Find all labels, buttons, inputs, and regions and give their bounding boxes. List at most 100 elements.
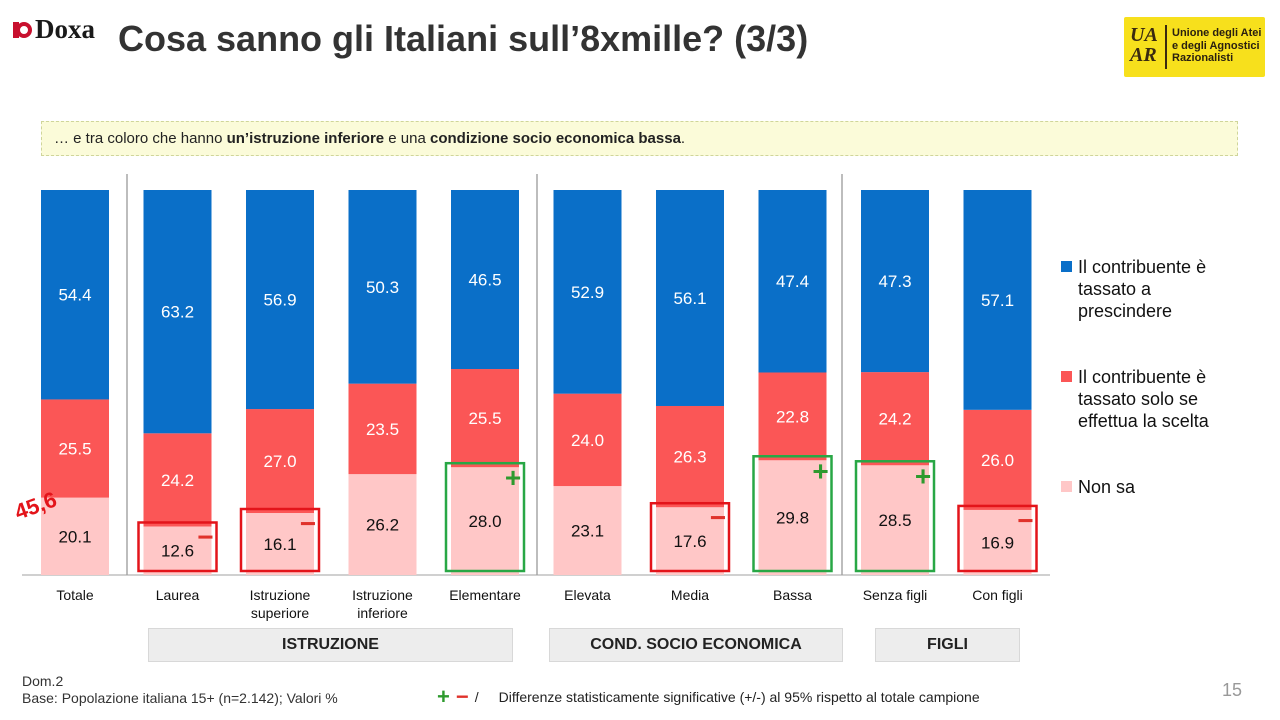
category-label: Senza figli [863,587,928,603]
footer-significance-legend: + − / Differenze statisticamente signifi… [437,684,980,709]
legend-swatch-red [1061,371,1072,382]
data-label: 26.0 [981,451,1014,470]
data-label: 54.4 [58,286,91,305]
data-label: 28.0 [468,512,501,531]
bar-segment [41,497,109,575]
bar-segment [553,486,622,575]
bar-segment [246,513,314,575]
data-label: 56.9 [263,291,296,310]
group-cond-socio-economica: COND. SOCIO ECONOMICA [549,628,843,662]
category-label: inferiore [357,605,408,621]
bar-segment [348,383,417,475]
data-label: 24.2 [878,410,911,429]
bar-segment [553,190,622,394]
data-label: 26.3 [673,448,706,467]
plus-icon: + [437,684,450,709]
legend-label-blue: Il contribuente è tassato a prescindere [1078,257,1207,321]
data-label: 24.0 [571,431,604,450]
data-label: 23.1 [571,522,604,541]
category-label: Istruzione [352,587,413,603]
uaar-logo-name: Unione degli Atei e degli Agnostici Razi… [1172,27,1262,64]
bar-segment [861,372,929,466]
bar-segment [861,190,929,373]
significance-box [752,455,833,573]
bar-segment [451,369,519,468]
plus-icon: + [505,462,521,493]
legend-item-red: Il contribuente è tassato solo se effett… [1061,366,1248,432]
data-label: 63.2 [161,303,194,322]
data-label: 20.1 [58,527,91,546]
uaar-logo-letters: UA AR [1130,24,1158,66]
data-label: 12.6 [161,542,194,561]
bar-segment [963,190,1032,410]
data-label: 29.8 [776,509,809,528]
page-title: Cosa sanno gli Italiani sull’8xmille? (3… [118,18,809,59]
group-figli: FIGLI [875,628,1020,662]
data-label: 46.5 [468,271,501,290]
subtitle-text: … e tra coloro che hanno un’istruzione i… [54,130,686,147]
minus-icon: − [1017,505,1033,536]
data-label: 22.8 [776,407,809,426]
uaar-logo: UA AR Unione degli Atei e degli Agnostic… [1124,17,1265,77]
minus-icon: − [455,684,469,709]
data-label: 26.2 [366,516,399,535]
plus-icon: + [915,460,931,491]
data-label: 25.5 [58,440,91,459]
legend-swatch-blue [1061,261,1072,272]
significance-box [957,504,1038,573]
bar-segment [143,190,212,434]
footer-base: Base: Popolazione italiana 15+ (n=2.142)… [22,690,338,706]
data-label: 47.3 [878,272,911,291]
bar-segment [246,409,314,514]
data-label: 16.9 [981,533,1014,552]
footer-question-ref: Dom.2 [22,673,64,689]
significance-box [444,461,526,573]
data-label: 50.3 [366,278,399,297]
significance-box [137,521,218,573]
bar-segment [656,405,724,508]
data-label: 52.9 [571,283,604,302]
data-label: 16.1 [263,535,296,554]
category-label: Elementare [449,587,521,603]
bar-segment [451,190,519,370]
bar-segment [41,190,109,400]
significance-box [239,507,321,573]
category-label: Media [671,587,709,603]
legend-label-red: Il contribuente è tassato solo se effett… [1078,367,1209,431]
category-label: Istruzione [250,587,311,603]
bar-segment [963,509,1032,575]
doxa-logo-text: Doxa [35,14,95,44]
category-label: Laurea [156,587,200,603]
bar-segment [656,507,724,575]
bar-segment [656,190,724,406]
bar-segment [553,393,622,487]
data-label: 25.5 [468,409,501,428]
bar-segment [861,465,929,575]
minus-icon: − [710,502,726,533]
data-label: 47.4 [776,272,809,291]
data-label: 27.0 [263,452,296,471]
significance-box [649,501,731,573]
bar-segment [963,409,1032,510]
bar-segment [143,526,212,575]
data-label: 17.6 [673,532,706,551]
legend-item-blue: Il contribuente è tassato a prescindere [1061,256,1248,322]
bar-segment [348,190,417,384]
minus-icon: − [197,521,213,552]
significance-box [854,460,936,573]
category-label: Con figli [972,587,1023,603]
page-number: 15 [1222,680,1243,700]
bar-segment [451,467,519,575]
bar-segment [758,372,827,461]
legend-label-pink: Non sa [1078,477,1136,497]
category-label: Bassa [773,587,812,603]
uaar-logo-divider [1165,25,1167,69]
doxa-logo-icon [13,21,32,38]
category-label: Elevata [564,587,611,603]
legend-item-pink: Non sa [1061,476,1248,498]
footer-separator: / [474,689,479,705]
bar-segment [758,460,827,575]
plus-icon: + [812,455,828,486]
data-label: 24.2 [161,471,194,490]
